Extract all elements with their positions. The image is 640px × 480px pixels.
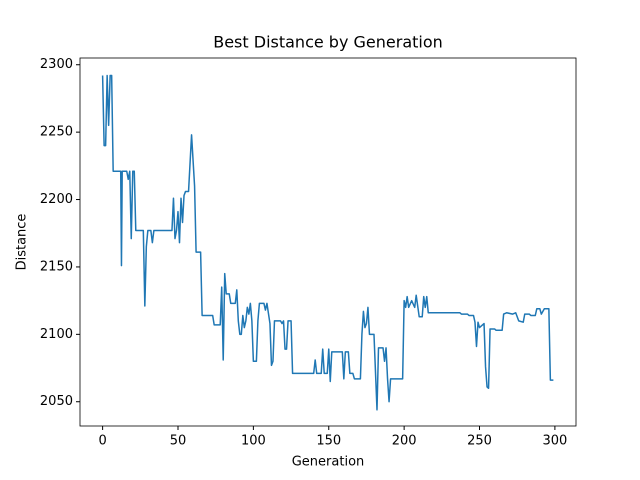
y-axis-label: Distance bbox=[15, 214, 30, 271]
x-tick-label: 150 bbox=[316, 434, 341, 449]
x-tick-label: 250 bbox=[467, 434, 492, 449]
chart-title: Best Distance by Generation bbox=[213, 33, 443, 52]
x-tick-label: 0 bbox=[98, 434, 106, 449]
y-tick-label: 2150 bbox=[40, 259, 73, 274]
x-tick-label: 300 bbox=[542, 434, 567, 449]
y-tick-label: 2300 bbox=[40, 57, 73, 72]
y-tick-label: 2200 bbox=[40, 192, 73, 207]
y-tick-label: 2250 bbox=[40, 125, 73, 140]
x-tick-label: 50 bbox=[170, 434, 187, 449]
y-tick-label: 2100 bbox=[40, 327, 73, 342]
y-tick-label: 2050 bbox=[40, 394, 73, 409]
x-tick-label: 200 bbox=[392, 434, 417, 449]
x-axis-label: Generation bbox=[292, 455, 365, 470]
axes-frame bbox=[79, 57, 577, 427]
x-tick-label: 100 bbox=[241, 434, 266, 449]
data-line bbox=[101, 74, 554, 411]
